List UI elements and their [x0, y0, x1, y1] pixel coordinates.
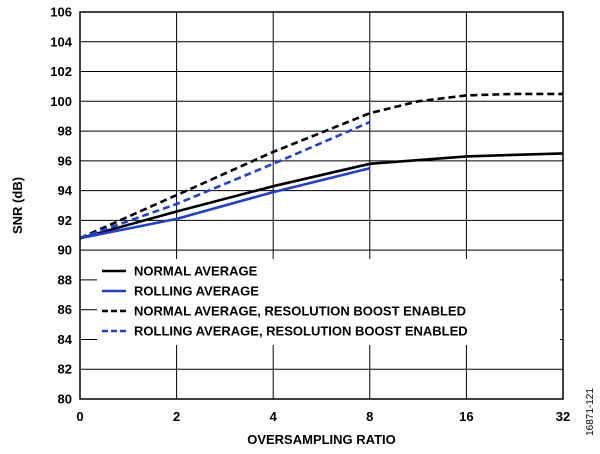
plot-frame [79, 11, 564, 400]
y-tick-label: 88 [58, 272, 72, 287]
y-tick-label: 86 [58, 302, 72, 317]
legend-label: ROLLING AVERAGE [134, 284, 259, 299]
y-tick-labels: 80 82 84 86 88 90 92 94 96 98 100 102 104 106 [50, 5, 72, 407]
series-lines [79, 92, 564, 240]
series-line-2 [79, 167, 371, 240]
legend-label: ROLLING AVERAGE, RESOLUTION BOOST ENABLE… [134, 324, 468, 339]
x-tick-label: 8 [366, 409, 373, 424]
x-tick-label: 32 [556, 409, 570, 424]
x-tick-label: 0 [76, 409, 83, 424]
x-tick-labels: 0 2 4 8 16 32 [76, 409, 570, 424]
y-tick-label: 92 [58, 213, 72, 228]
figure-id: 16871-121 [585, 388, 596, 436]
series-line-4 [79, 120, 371, 240]
y-tick-label: 80 [58, 392, 72, 407]
legend: NORMAL AVERAGE ROLLING AVERAGE NORMAL AVER… [97, 259, 560, 345]
y-tick-label: 94 [58, 183, 73, 198]
legend-background [97, 259, 560, 345]
legend-label: NORMAL AVERAGE, RESOLUTION BOOST ENABLED [134, 304, 466, 319]
y-tick-label: 104 [50, 34, 72, 49]
x-tick-label: 16 [459, 409, 473, 424]
y-tick-label: 90 [58, 243, 72, 258]
series-line-1 [79, 152, 564, 240]
y-tick-label: 102 [50, 64, 72, 79]
y-tick-label: 106 [50, 5, 72, 20]
y-tick-label: 100 [50, 94, 72, 109]
series-line-3 [79, 92, 563, 240]
y-axis-label: SNR (dB) [10, 177, 25, 234]
y-tick-label: 98 [58, 124, 72, 139]
y-tick-label: 82 [58, 362, 72, 377]
y-tick-label: 96 [58, 153, 72, 168]
y-tick-label: 84 [58, 332, 73, 347]
x-tick-label: 2 [173, 409, 180, 424]
legend-label: NORMAL AVERAGE [134, 264, 258, 279]
x-axis-label: OVERSAMPLING RATIO [247, 432, 396, 447]
x-tick-label: 4 [270, 409, 278, 424]
